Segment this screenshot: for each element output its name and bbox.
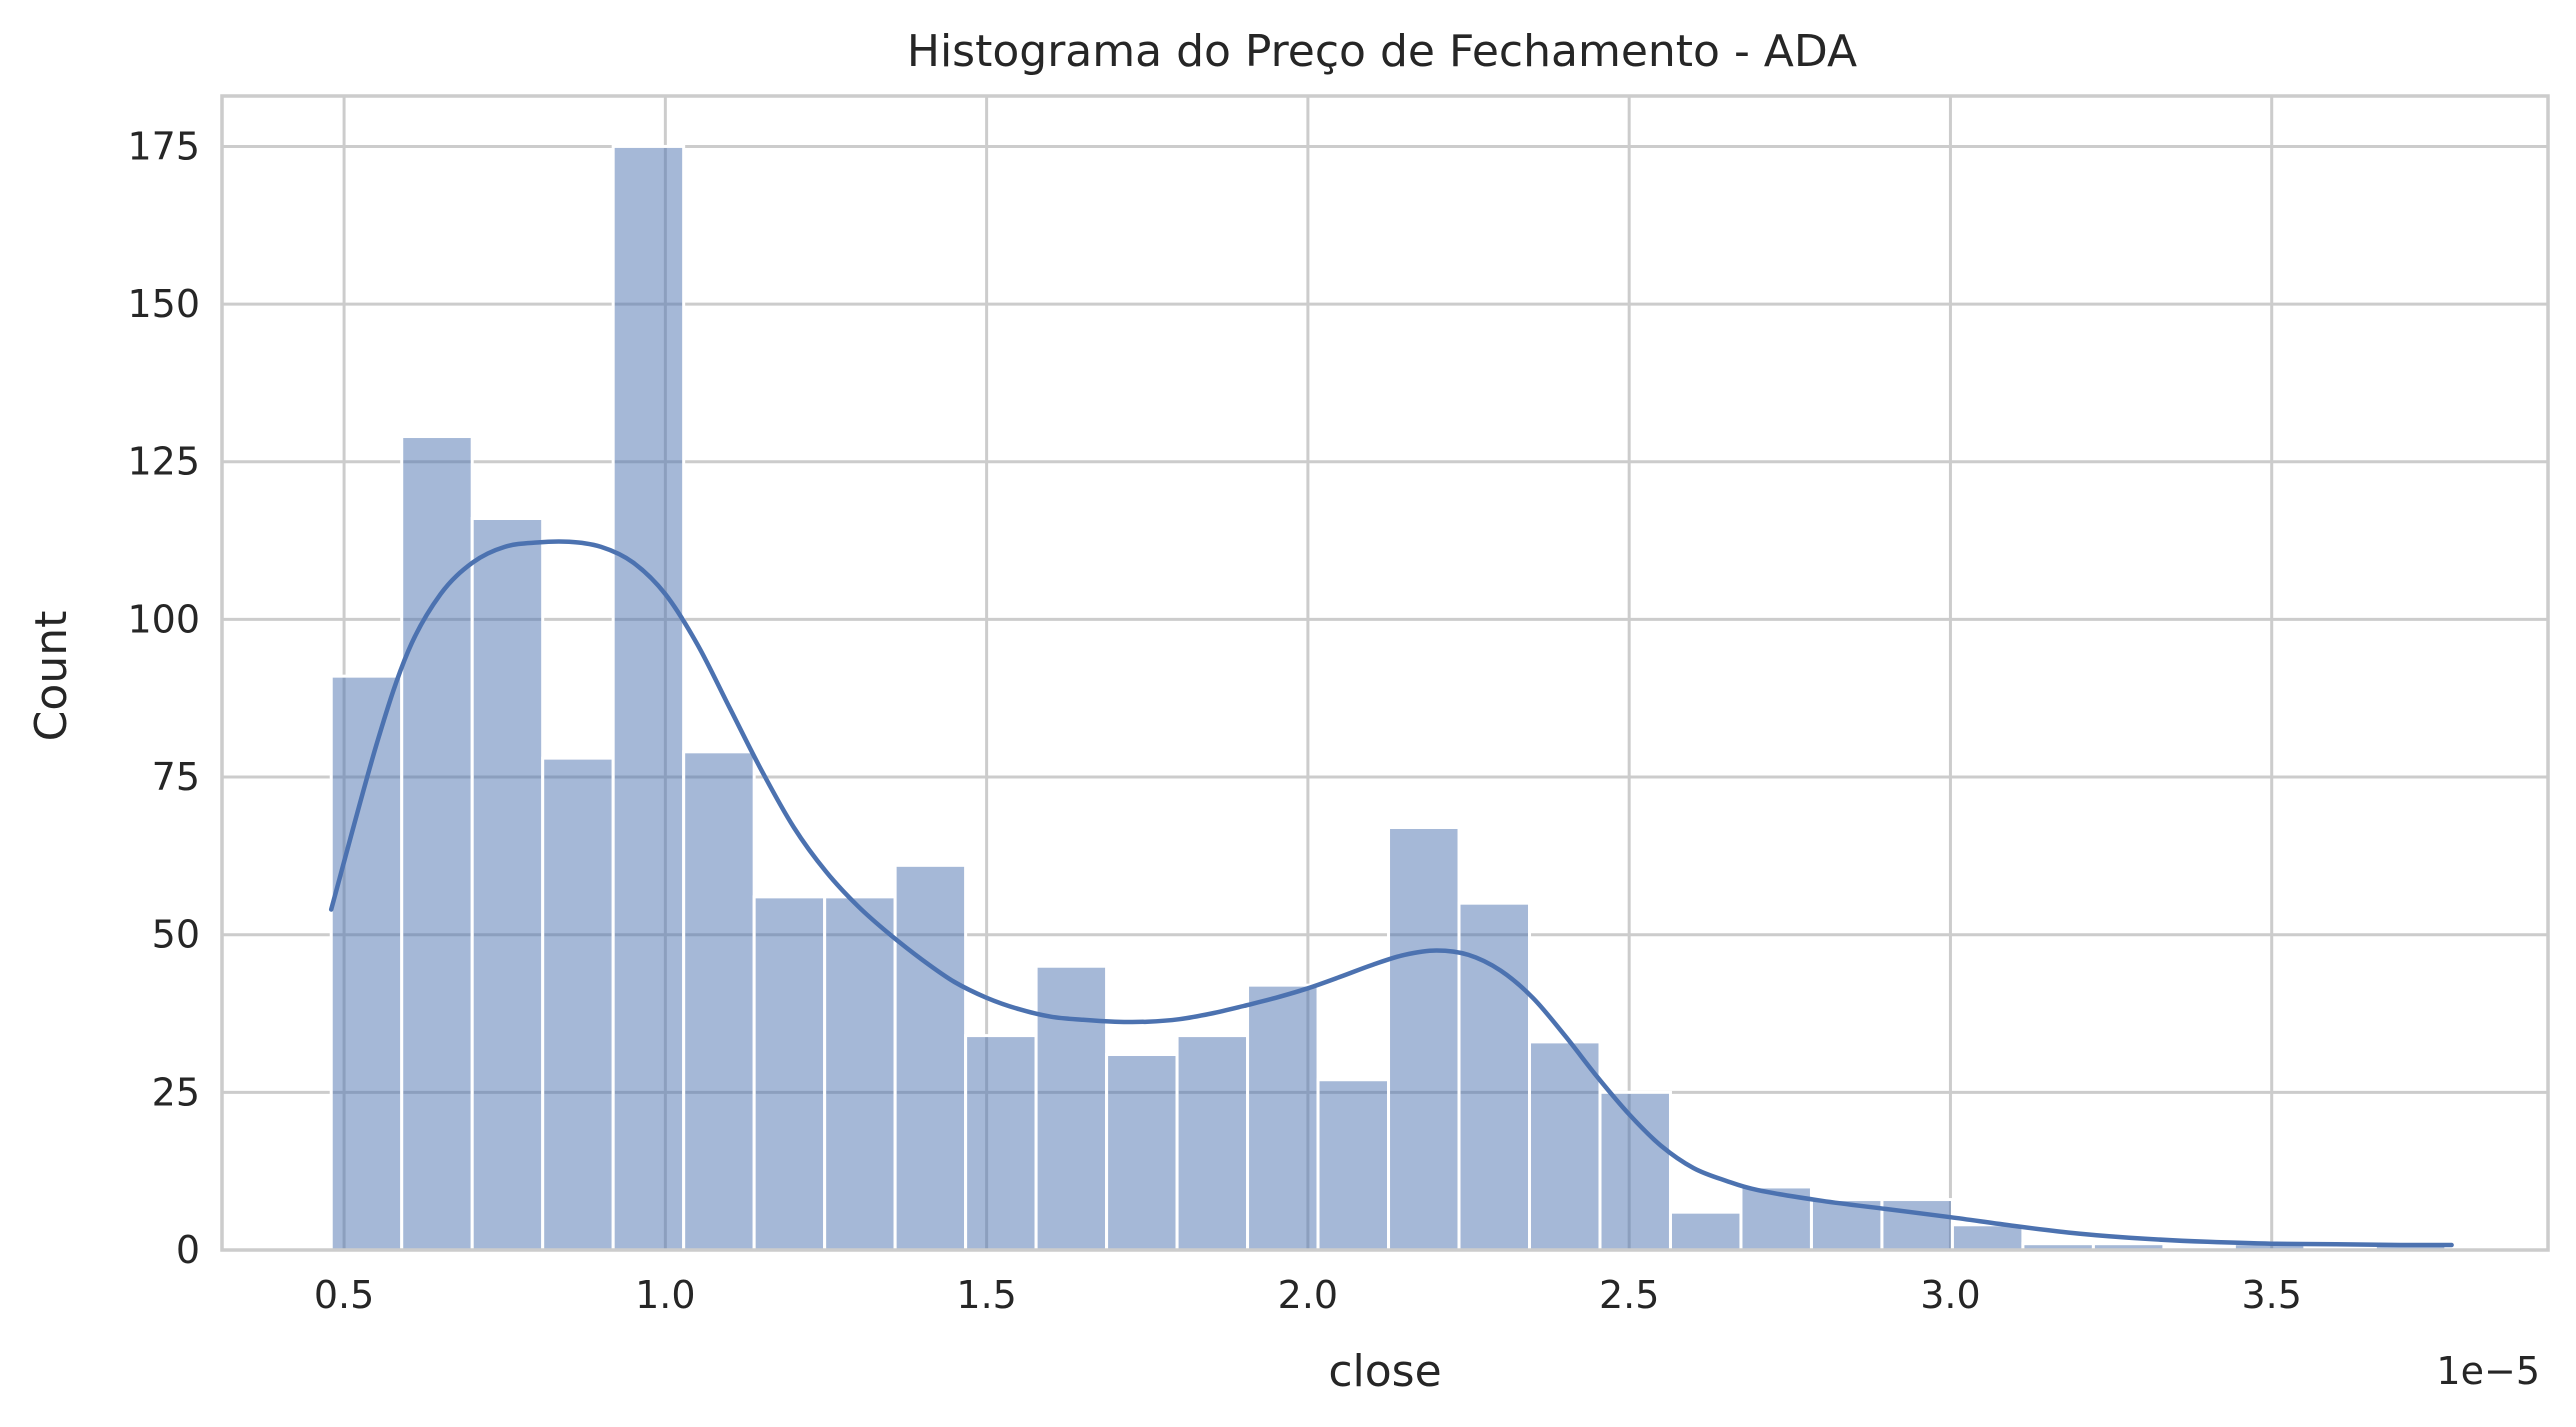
- y-tick-label: 25: [152, 1070, 200, 1114]
- histogram-bar: [611, 144, 686, 1252]
- histogram-bar: [1246, 983, 1320, 1252]
- histogram-bar: [1387, 825, 1461, 1252]
- histogram-bar: [1457, 901, 1532, 1252]
- histogram-bar: [682, 750, 756, 1252]
- plot-frame: [220, 94, 2550, 1252]
- x-tick-label: 0.5: [314, 1273, 374, 1317]
- histogram-bar: [752, 895, 827, 1252]
- x-tick-label: 3.0: [1920, 1273, 1980, 1317]
- x-tick-label: 3.5: [2241, 1273, 2301, 1317]
- x-tick-label: 2.5: [1599, 1273, 1659, 1317]
- x-axis-ticks: 0.5 1.0 1.5 2.0 2.5 3.0 3.5: [314, 1273, 2302, 1317]
- x-tick-label: 1.0: [635, 1273, 695, 1317]
- histogram-bar: [1880, 1198, 1954, 1252]
- histogram-bars: [329, 144, 2448, 1252]
- y-tick-label: 150: [127, 282, 200, 326]
- y-tick-label: 125: [127, 440, 200, 484]
- histogram-bar: [1105, 1053, 1179, 1252]
- y-axis-ticks: 0 25 50 75 100 125 150 175: [127, 124, 200, 1272]
- histogram-bar: [1598, 1090, 1672, 1252]
- histogram-bar: [470, 517, 545, 1252]
- histogram-bar: [1809, 1198, 1884, 1252]
- histogram-bar: [1528, 1040, 1602, 1252]
- x-tick-label: 1.5: [956, 1273, 1016, 1317]
- histogram-bar: [823, 895, 897, 1252]
- histogram-bar: [1316, 1078, 1391, 1252]
- histogram-bar: [541, 756, 615, 1252]
- histogram-bar: [964, 1034, 1038, 1252]
- histogram-bar: [1668, 1210, 1743, 1252]
- y-tick-label: 100: [127, 597, 200, 641]
- chart-title: Histograma do Preço de Fechamento - ADA: [907, 26, 1857, 77]
- histogram-bar: [1034, 964, 1109, 1252]
- y-tick-label: 75: [152, 755, 200, 799]
- histogram-bar: [1950, 1223, 2025, 1252]
- histogram-bar: [1175, 1034, 1250, 1252]
- kde-curve: [328, 539, 2454, 1248]
- x-axis-label: close: [1328, 1346, 1441, 1397]
- x-axis-offset-label: 1e−5: [2436, 1349, 2540, 1393]
- y-tick-label: 175: [127, 124, 200, 168]
- histogram-bar: [893, 863, 968, 1252]
- x-tick-label: 2.0: [1278, 1273, 1338, 1317]
- histogram-bar: [329, 674, 404, 1252]
- y-axis-label: Count: [26, 611, 77, 742]
- y-tick-label: 0: [176, 1228, 200, 1272]
- y-tick-label: 50: [152, 913, 200, 957]
- histogram-bar: [400, 435, 474, 1252]
